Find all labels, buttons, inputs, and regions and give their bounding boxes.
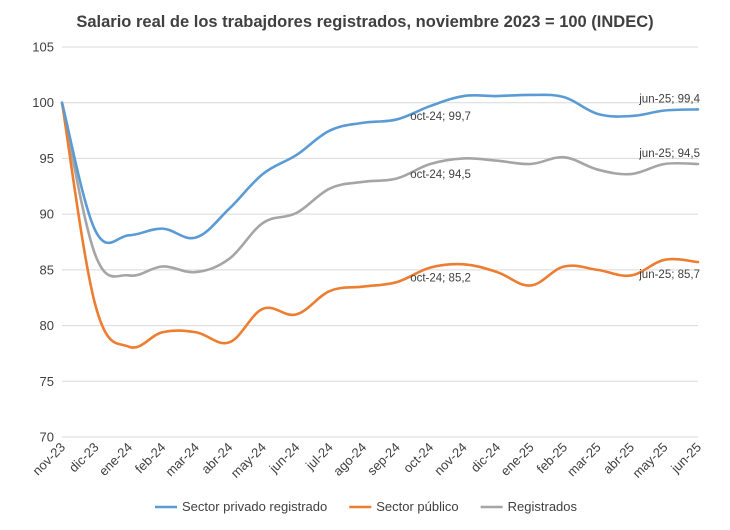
x-tick-label: nov-24 (431, 440, 470, 479)
y-tick-label: 70 (40, 430, 54, 445)
y-tick-label: 90 (40, 207, 54, 222)
y-tick-label: 95 (40, 151, 54, 166)
data-label: oct-24; 94,5 (410, 169, 471, 181)
x-tick-label: mar-24 (162, 440, 202, 480)
data-label: oct-24; 85,2 (410, 273, 471, 285)
x-tick-label: jun-24 (266, 440, 303, 477)
series-line-registrados (60, 101, 700, 278)
y-tick-label: 80 (40, 318, 54, 333)
y-tick-label: 75 (40, 374, 54, 389)
legend-item-sector-p-blico[interactable]: Sector público (349, 499, 459, 514)
series-line-sector-p-blico (60, 101, 700, 349)
data-label: jun-25; 99,4 (638, 93, 700, 105)
legend-item-sector-privado-registrado[interactable]: Sector privado registrado (155, 499, 327, 514)
x-tick-label: ene-24 (96, 440, 135, 479)
chart-title: Salario real de los trabajdores registra… (76, 13, 653, 31)
y-tick-label: 85 (40, 262, 54, 277)
x-tick-label: ago-24 (330, 440, 369, 479)
y-tick-label: 105 (32, 40, 54, 55)
legend-label: Sector público (376, 499, 458, 514)
x-tick-label: may-25 (629, 440, 670, 481)
series-lines (60, 93, 700, 349)
data-label: jun-25; 94,5 (638, 148, 700, 160)
x-tick-label: may-24 (228, 440, 269, 481)
legend-label: Sector privado registrado (182, 499, 327, 514)
data-label: oct-24; 99,7 (410, 111, 471, 123)
data-label: jun-25; 85,7 (638, 269, 700, 281)
legend-label: Registrados (508, 499, 578, 514)
series-line-sector-privado-registrado (60, 93, 700, 245)
x-tick-label: jun-25 (667, 440, 704, 477)
x-tick-label: ene-25 (498, 440, 537, 479)
x-tick-label: oct-24 (400, 440, 436, 476)
x-tick-label: nov-23 (29, 440, 68, 479)
axes: 707580859095100105nov-23dic-23ene-24feb-… (29, 40, 704, 481)
x-tick-label: sep-24 (364, 440, 403, 479)
x-tick-label: mar-25 (564, 440, 604, 480)
legend: Sector privado registrado Sector público R… (155, 499, 578, 514)
y-tick-label: 100 (32, 95, 54, 110)
gridlines (62, 46, 698, 438)
legend-item-registrados[interactable]: Registrados (480, 499, 578, 514)
data-annotations: oct-24; 99,7 jun-25; 99,4 oct-24; 94,5 jun-… (410, 93, 700, 284)
